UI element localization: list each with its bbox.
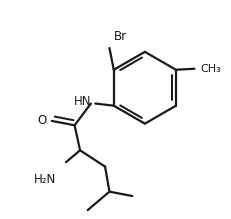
Text: O: O <box>37 114 46 127</box>
Text: Br: Br <box>114 30 127 42</box>
Text: HN: HN <box>73 95 91 108</box>
Text: CH₃: CH₃ <box>200 64 221 74</box>
Text: H₂N: H₂N <box>34 173 56 186</box>
